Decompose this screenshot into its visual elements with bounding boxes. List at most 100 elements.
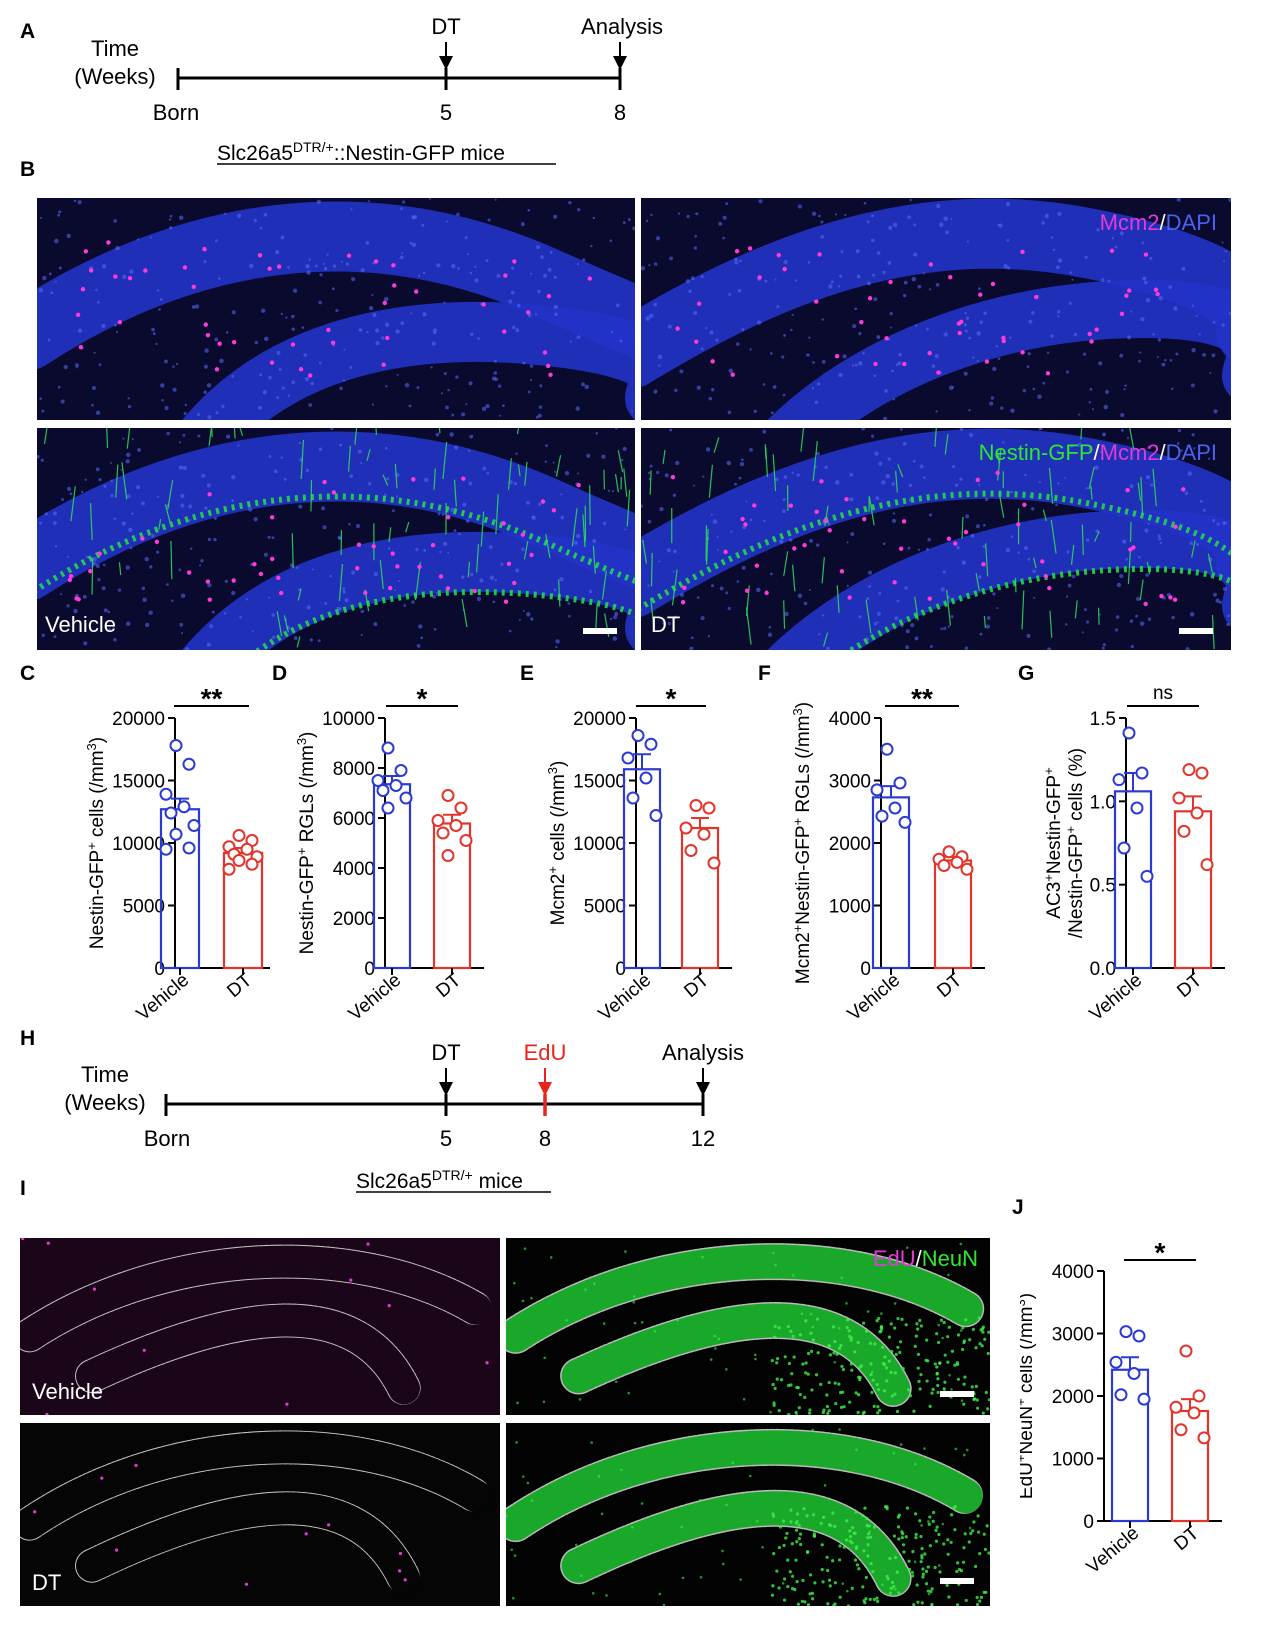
neun-cell [937, 1323, 941, 1327]
nucleus [866, 220, 870, 224]
nucleus [1147, 445, 1151, 449]
nucleus [1195, 542, 1200, 547]
rgl-process [650, 552, 653, 587]
nucleus [586, 453, 591, 459]
nucleus [253, 517, 258, 522]
nucleus [337, 535, 342, 540]
nucleus [887, 261, 892, 265]
nucleus [866, 596, 870, 601]
nucleus [308, 403, 313, 407]
nucleus [357, 449, 362, 454]
rgl-process [650, 598, 655, 629]
nucleus [1084, 608, 1087, 612]
nucleus [280, 235, 285, 240]
nucleus [303, 353, 307, 357]
nucleus [194, 304, 200, 309]
granule-cell-layer [182, 301, 635, 420]
neun-cell [838, 1558, 842, 1562]
nucleus [510, 290, 515, 295]
neun-cell [893, 1302, 897, 1305]
nucleus [1107, 279, 1111, 283]
nucleus [515, 328, 520, 333]
nucleus [38, 288, 44, 293]
neun-cell [662, 1603, 666, 1606]
mcm2-cell [269, 515, 275, 520]
nucleus [796, 473, 800, 477]
nucleus [972, 356, 975, 359]
nucleus [694, 234, 697, 238]
nucleus [1069, 271, 1073, 274]
neun-cell [977, 1316, 981, 1320]
neun-cell [869, 1362, 873, 1366]
mcm2-cell [75, 312, 81, 318]
neun-cell [845, 1589, 849, 1593]
mcm2-cell [776, 252, 781, 258]
nucleus [1176, 198, 1181, 202]
neun-cell [962, 1453, 966, 1457]
nucleus [614, 611, 619, 617]
x-tick-label-vehicle: Vehicle [844, 970, 904, 1020]
nucleus [559, 577, 564, 582]
mcm2-cell [928, 262, 934, 267]
rgl-process [897, 464, 904, 478]
nucleus [871, 434, 875, 438]
mcm2-cell [1125, 487, 1130, 493]
nucleus [66, 555, 69, 559]
neun-cell [889, 1322, 893, 1326]
neun-cell [753, 1353, 757, 1357]
nucleus [902, 293, 907, 298]
nucleus [653, 389, 658, 394]
nucleus [969, 432, 974, 438]
nucleus [538, 502, 542, 506]
nucleus [360, 268, 365, 273]
mcm2-cell [675, 326, 680, 331]
neun-cell [956, 1333, 961, 1337]
nucleus [913, 223, 917, 227]
nucleus [451, 413, 455, 417]
neun-cell [882, 1362, 887, 1367]
nucleus [529, 378, 533, 382]
nucleus [978, 483, 981, 486]
nucleus [1114, 628, 1119, 632]
data-point [679, 821, 693, 835]
tick-label-5: 5 [440, 100, 452, 125]
data-point [707, 856, 721, 870]
nucleus [144, 556, 149, 562]
nucleus [1050, 236, 1054, 239]
rgl-process [772, 454, 777, 492]
nucleus [433, 627, 437, 631]
neun-cell [776, 1356, 780, 1361]
neun-cell [866, 1543, 870, 1547]
neun-cell [976, 1514, 980, 1518]
rgl-process [1050, 519, 1057, 554]
nucleus [1145, 474, 1151, 480]
nucleus [762, 429, 767, 434]
neun-cell [935, 1365, 939, 1369]
x-tick-label-dt: DT [680, 969, 713, 1002]
neun-cell [831, 1559, 835, 1563]
nucleus [469, 572, 474, 577]
nucleus [1224, 250, 1227, 253]
neun-cell [851, 1526, 855, 1530]
nucleus [58, 266, 62, 270]
nucleus [179, 622, 184, 627]
nucleus [821, 360, 826, 364]
data-point [1119, 1325, 1133, 1339]
nucleus [788, 538, 793, 542]
neun-cell [870, 1390, 874, 1394]
edu-cell [398, 1569, 402, 1573]
mcm2-cell [995, 470, 1000, 476]
nucleus [510, 266, 515, 270]
nucleus [1086, 620, 1090, 624]
rgl-process [394, 463, 398, 489]
rgl-process [291, 533, 294, 569]
nucleus [1006, 239, 1010, 242]
nucleus [900, 428, 903, 431]
nucleus [375, 328, 380, 333]
nucleus [645, 219, 649, 223]
nucleus [1181, 267, 1186, 271]
nucleus [569, 340, 573, 343]
mcm2-cell [205, 579, 211, 584]
event-label-analysis: Analysis [662, 1040, 744, 1065]
nucleus [978, 287, 981, 290]
